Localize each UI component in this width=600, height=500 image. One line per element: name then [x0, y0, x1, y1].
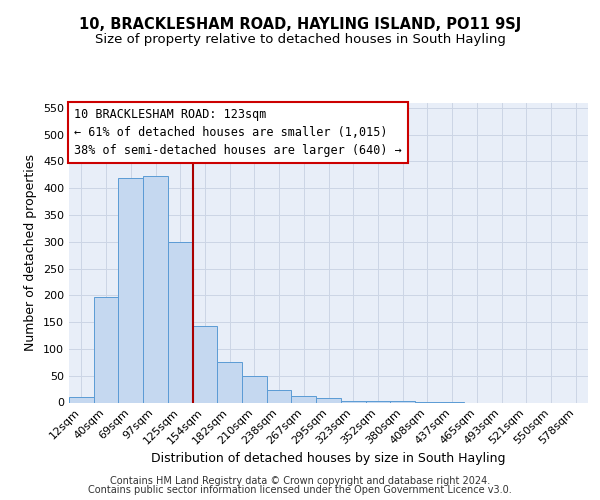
- Text: 10, BRACKLESHAM ROAD, HAYLING ISLAND, PO11 9SJ: 10, BRACKLESHAM ROAD, HAYLING ISLAND, PO…: [79, 18, 521, 32]
- Bar: [242, 376, 267, 402]
- Bar: [267, 390, 292, 402]
- Bar: [94, 297, 118, 403]
- Bar: [217, 362, 242, 403]
- Text: Contains HM Land Registry data © Crown copyright and database right 2024.: Contains HM Land Registry data © Crown c…: [110, 476, 490, 486]
- Bar: [292, 396, 316, 402]
- Bar: [341, 401, 365, 402]
- Bar: [193, 326, 217, 402]
- Bar: [168, 242, 193, 402]
- Bar: [316, 398, 341, 402]
- Text: 10 BRACKLESHAM ROAD: 123sqm
← 61% of detached houses are smaller (1,015)
38% of : 10 BRACKLESHAM ROAD: 123sqm ← 61% of det…: [74, 108, 401, 157]
- Bar: [143, 176, 168, 402]
- Y-axis label: Number of detached properties: Number of detached properties: [25, 154, 37, 351]
- Text: Contains public sector information licensed under the Open Government Licence v3: Contains public sector information licen…: [88, 485, 512, 495]
- Text: Size of property relative to detached houses in South Hayling: Size of property relative to detached ho…: [95, 32, 505, 46]
- Bar: [118, 178, 143, 402]
- X-axis label: Distribution of detached houses by size in South Hayling: Distribution of detached houses by size …: [151, 452, 506, 465]
- Bar: [69, 397, 94, 402]
